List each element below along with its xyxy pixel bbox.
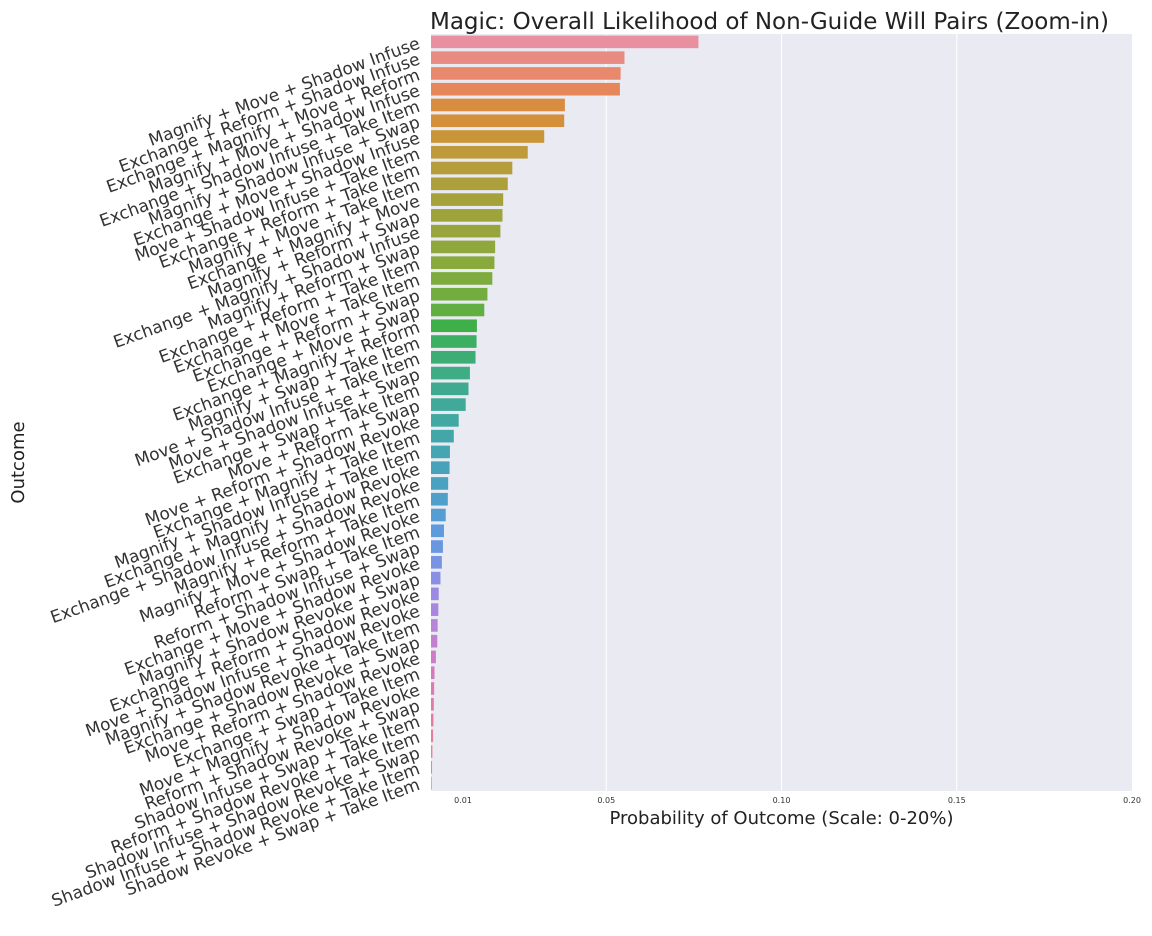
x-tick-label: 0.20 bbox=[1123, 796, 1141, 805]
bar bbox=[431, 303, 485, 317]
bar bbox=[431, 224, 501, 238]
bar bbox=[431, 35, 699, 49]
bar bbox=[431, 398, 466, 411]
x-tick-label: 0.01 bbox=[454, 796, 472, 805]
bar bbox=[431, 177, 508, 191]
bar bbox=[431, 429, 454, 443]
x-tick-labels: 0.01 0.05 0.10 0.15 0.20 bbox=[454, 796, 1141, 805]
bar bbox=[431, 603, 439, 616]
bar bbox=[431, 366, 470, 380]
bar bbox=[431, 729, 434, 743]
bar bbox=[431, 650, 436, 664]
bar bbox=[431, 272, 493, 285]
bar bbox=[431, 634, 438, 648]
bar bbox=[431, 193, 504, 206]
bar bbox=[431, 524, 444, 538]
bar bbox=[431, 240, 496, 254]
bar bbox=[431, 130, 545, 143]
bar bbox=[431, 508, 446, 522]
x-axis-label: Probability of Outcome (Scale: 0-20%) bbox=[609, 808, 953, 829]
bar bbox=[431, 287, 488, 301]
bar bbox=[431, 382, 469, 396]
bar bbox=[431, 161, 513, 175]
y-axis-label: Outcome bbox=[8, 421, 29, 503]
bar bbox=[431, 682, 435, 695]
bar bbox=[431, 666, 435, 680]
bar bbox=[431, 776, 432, 790]
bar bbox=[431, 445, 450, 459]
bar bbox=[431, 51, 625, 64]
x-tick-label: 0.05 bbox=[597, 796, 615, 805]
bar bbox=[431, 587, 439, 601]
bar bbox=[431, 350, 476, 364]
bar bbox=[431, 761, 433, 774]
chart-title: Magic: Overall Likelihood of Non-Guide W… bbox=[430, 9, 1109, 35]
bar bbox=[431, 67, 621, 80]
bar bbox=[431, 492, 448, 506]
grid-lines bbox=[605, 34, 958, 791]
bar bbox=[431, 477, 449, 490]
bar bbox=[431, 114, 565, 128]
bar bbox=[431, 540, 443, 553]
bar bbox=[431, 256, 495, 269]
bar bbox=[431, 145, 528, 159]
bar bbox=[431, 319, 477, 333]
bars bbox=[431, 35, 699, 790]
bar bbox=[431, 745, 433, 758]
x-tick-label: 0.10 bbox=[773, 796, 791, 805]
bar bbox=[431, 697, 434, 711]
x-tick-label: 0.15 bbox=[948, 796, 966, 805]
bar bbox=[431, 98, 565, 112]
bar bbox=[431, 414, 459, 427]
bar bbox=[431, 461, 450, 475]
bar bbox=[431, 82, 620, 96]
bar bbox=[431, 335, 477, 348]
bar bbox=[431, 571, 441, 585]
bar bbox=[431, 556, 442, 569]
bar bbox=[431, 209, 503, 222]
bar bbox=[431, 713, 434, 727]
bar bbox=[431, 619, 438, 632]
